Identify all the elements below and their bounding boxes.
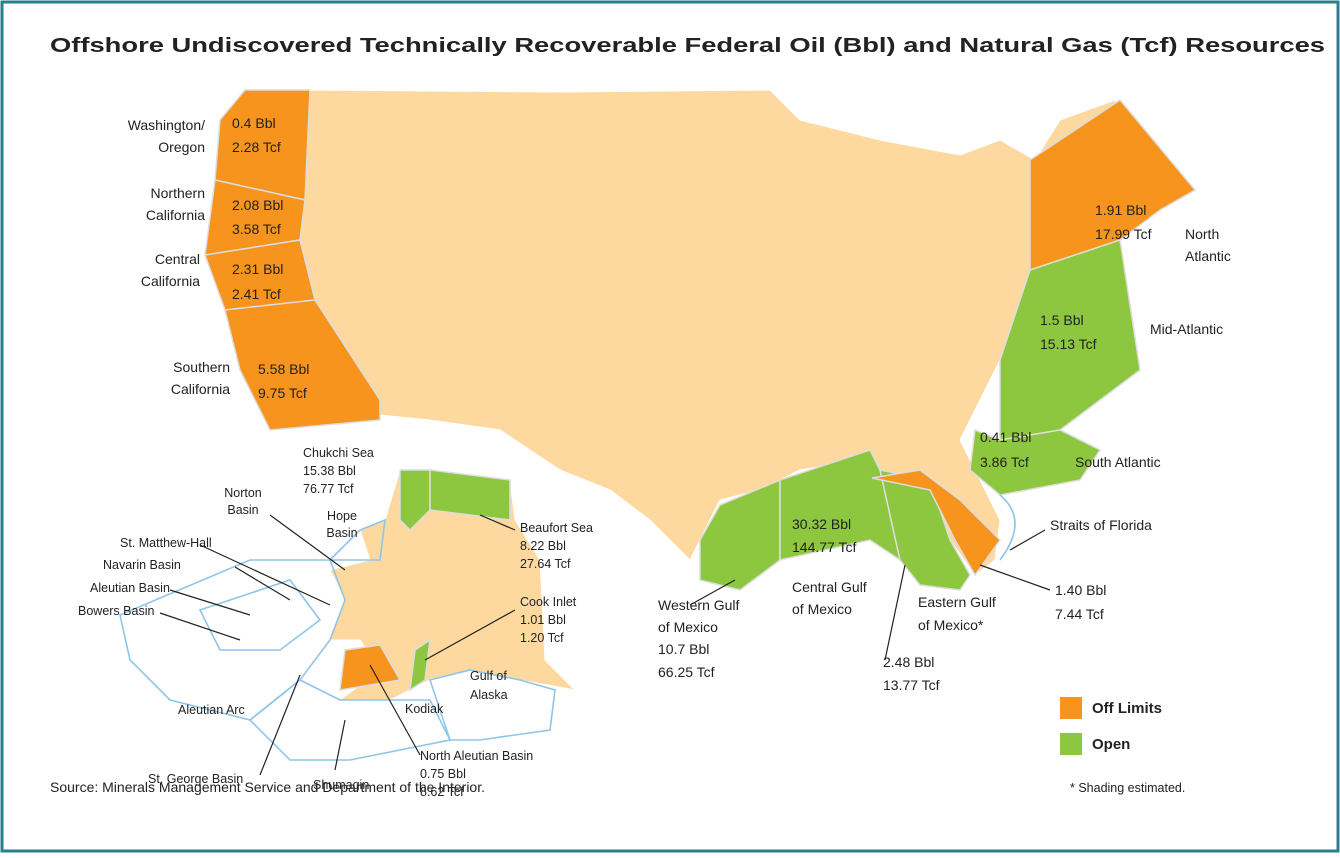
gas-value: 3.86 Tcf xyxy=(980,454,1029,470)
basin-label: Aleutian Arc xyxy=(178,703,245,717)
region-name: California xyxy=(171,381,230,397)
footnote: * Shading estimated. xyxy=(1070,781,1185,795)
oil-value: 0.4 Bbl xyxy=(232,115,276,131)
title: Offshore Undiscovered Technically Recove… xyxy=(50,35,1325,57)
basin-outline xyxy=(248,679,452,761)
oil-value: 2.08 Bbl xyxy=(232,197,283,213)
gas-value: 66.25 Tcf xyxy=(658,664,715,680)
basin-label: Gulf of xyxy=(470,669,507,683)
region-name: California xyxy=(141,273,200,289)
basin-label: Alaska xyxy=(470,688,508,702)
basin-label: Basin xyxy=(326,526,357,540)
oil-value: 1.01 Bbl xyxy=(520,613,566,627)
gas-value: 17.99 Tcf xyxy=(1095,226,1152,242)
oil-value: 1.91 Bbl xyxy=(1095,202,1146,218)
region-name: North xyxy=(1185,226,1219,242)
basin-outline xyxy=(328,518,386,561)
legend-label: Off Limits xyxy=(1092,700,1162,717)
basin-label: Hope xyxy=(327,509,357,523)
region-area xyxy=(399,469,431,532)
basin-outline xyxy=(119,559,346,721)
boundary xyxy=(999,494,1016,561)
legend: Off Limits Open xyxy=(1060,697,1162,755)
legend-label: Open xyxy=(1092,736,1130,753)
gas-value: 144.77 Tcf xyxy=(792,539,856,555)
region-name: Central Gulf xyxy=(792,579,867,595)
basin-label: Basin xyxy=(227,503,258,517)
basin-label: Aleutian Basin xyxy=(90,581,170,595)
basin-label: Bowers Basin xyxy=(78,604,154,618)
basin-label: St. George Basin xyxy=(148,772,243,786)
region-name: California xyxy=(146,207,205,223)
gas-value: 1.20 Tcf xyxy=(520,631,564,645)
region-area xyxy=(224,299,381,431)
oil-value: 1.5 Bbl xyxy=(1040,312,1084,328)
gas-value: 2.41 Tcf xyxy=(232,286,281,302)
basin-label: Norton xyxy=(224,486,262,500)
region-name: Atlantic xyxy=(1185,248,1231,264)
region-name: North Aleutian Basin xyxy=(420,749,533,763)
region-name: Chukchi Sea xyxy=(303,446,374,460)
legend-swatch xyxy=(1060,697,1082,719)
oil-value: 30.32 Bbl xyxy=(792,516,851,532)
gas-value: 9.75 Tcf xyxy=(258,385,307,401)
region-area xyxy=(871,469,1001,577)
region-name: Mid-Atlantic xyxy=(1150,321,1223,337)
source: Source: Minerals Management Service and … xyxy=(50,779,485,795)
gas-value: 8.62 Tcf xyxy=(420,785,464,799)
region-name: Oregon xyxy=(158,139,205,155)
basin-label: St. Matthew-Hall xyxy=(120,536,212,550)
region-name: Central xyxy=(155,251,200,267)
region-name: Western Gulf xyxy=(658,597,740,613)
region-name: Northern xyxy=(151,185,205,201)
region-name: of Mexico* xyxy=(918,617,984,633)
gas-value: 2.28 Tcf xyxy=(232,139,281,155)
gas-value: 7.44 Tcf xyxy=(1055,606,1104,622)
region-name: Cook Inlet xyxy=(520,595,577,609)
region-name: South Atlantic xyxy=(1075,454,1161,470)
region-name: Beaufort Sea xyxy=(520,521,593,535)
basin-label: Kodiak xyxy=(405,702,444,716)
oil-value: 10.7 Bbl xyxy=(658,641,709,657)
region-name: Washington/ xyxy=(128,117,205,133)
oil-value: 15.38 Bbl xyxy=(303,464,356,478)
region-labels: Washington/ Oregon 0.4 Bbl 2.28 Tcf Nort… xyxy=(128,115,1231,799)
gas-value: 13.77 Tcf xyxy=(883,677,940,693)
region-name: of Mexico xyxy=(658,619,718,635)
basin-labels: Norton Basin Hope Basin St. Matthew-Hall… xyxy=(78,486,508,792)
region-name: Straits of Florida xyxy=(1050,517,1152,533)
region-area xyxy=(429,469,511,521)
region-name: Southern xyxy=(173,359,230,375)
gas-value: 27.64 Tcf xyxy=(520,557,571,571)
leader-lines xyxy=(159,514,1051,776)
basin-outline xyxy=(428,669,556,741)
oil-value: 2.31 Bbl xyxy=(232,261,283,277)
oil-value: 0.41 Bbl xyxy=(980,429,1031,445)
region-area xyxy=(339,644,402,691)
region-name: Eastern Gulf xyxy=(918,594,996,610)
oil-value: 2.48 Bbl xyxy=(883,654,934,670)
gas-value: 15.13 Tcf xyxy=(1040,336,1097,352)
oil-value: 1.40 Bbl xyxy=(1055,582,1106,598)
oil-value: 0.75 Bbl xyxy=(420,767,466,781)
basin-outline xyxy=(198,579,322,651)
region-area xyxy=(969,428,1102,496)
basin-label: Navarin Basin xyxy=(103,558,181,572)
region-name: of Mexico xyxy=(792,601,852,617)
region-area xyxy=(409,638,431,692)
basin-label: Shumagin xyxy=(313,778,369,792)
oil-value: 8.22 Bbl xyxy=(520,539,566,553)
gas-value: 76.77 Tcf xyxy=(303,482,354,496)
gas-value: 3.58 Tcf xyxy=(232,221,281,237)
oil-value: 5.58 Bbl xyxy=(258,361,309,377)
legend-swatch xyxy=(1060,733,1082,755)
